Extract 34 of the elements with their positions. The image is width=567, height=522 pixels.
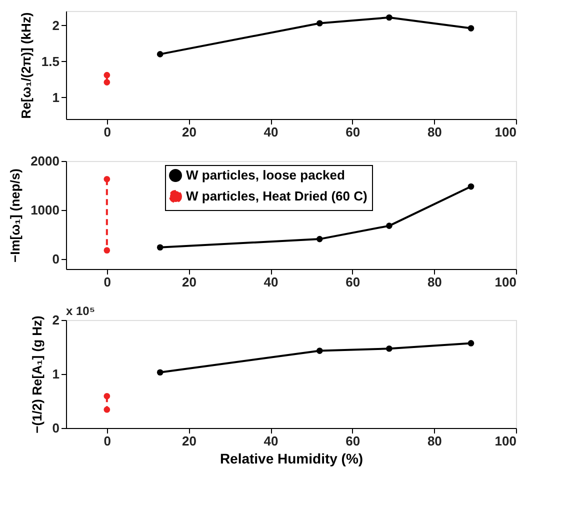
x-tick-label: 80: [427, 434, 442, 448]
y-tick-label: 0: [52, 252, 60, 267]
x-tick-label: 0: [104, 124, 112, 140]
y-axis-title: −Im[ω₁] (nep/s): [8, 168, 23, 263]
y-tick-label: 1: [52, 366, 60, 382]
y-tick-label: 2: [52, 312, 60, 328]
x-tick-label: 0: [104, 434, 112, 448]
text: x 10⁵: [66, 304, 95, 318]
legend-label: W particles, Heat Dried (60 C): [186, 188, 368, 204]
x-tick-label: 80: [427, 274, 442, 290]
x-tick-label: 20: [182, 274, 196, 290]
y-tick-label: 2: [52, 18, 60, 33]
y-tick-label: 1000: [30, 202, 60, 218]
y-tick-label: 1.5: [41, 54, 60, 69]
x-tick-label: 60: [346, 434, 360, 448]
x-tick-label: 20: [182, 434, 196, 448]
y-tick-label: 1: [52, 90, 60, 105]
x-tick-label: 40: [264, 124, 278, 140]
x-tick-label: 0: [104, 274, 112, 290]
x-tick-label: 100: [494, 434, 516, 448]
x-axis-title: Relative Humidity (%): [220, 450, 364, 466]
x-tick-label: 20: [182, 124, 196, 140]
legend-label: W particles, loose packed: [186, 168, 346, 182]
y-axis-title: −(1/2) Re[A₁] (g Hz): [29, 316, 44, 434]
x-tick-label: 100: [494, 124, 516, 140]
y-tick-label: 0: [52, 420, 60, 436]
x-tick-label: 60: [346, 274, 360, 290]
y-axis-title: Re[ω₁/(2π)] (kHz): [18, 12, 34, 119]
x-tick-label: 80: [427, 124, 442, 140]
x-tick-label: 60: [346, 124, 360, 140]
x-tick-label: 100: [494, 274, 516, 290]
x-tick-label: 40: [264, 274, 278, 290]
y-tick-label: 2000: [30, 154, 60, 168]
x-tick-label: 40: [264, 434, 278, 448]
